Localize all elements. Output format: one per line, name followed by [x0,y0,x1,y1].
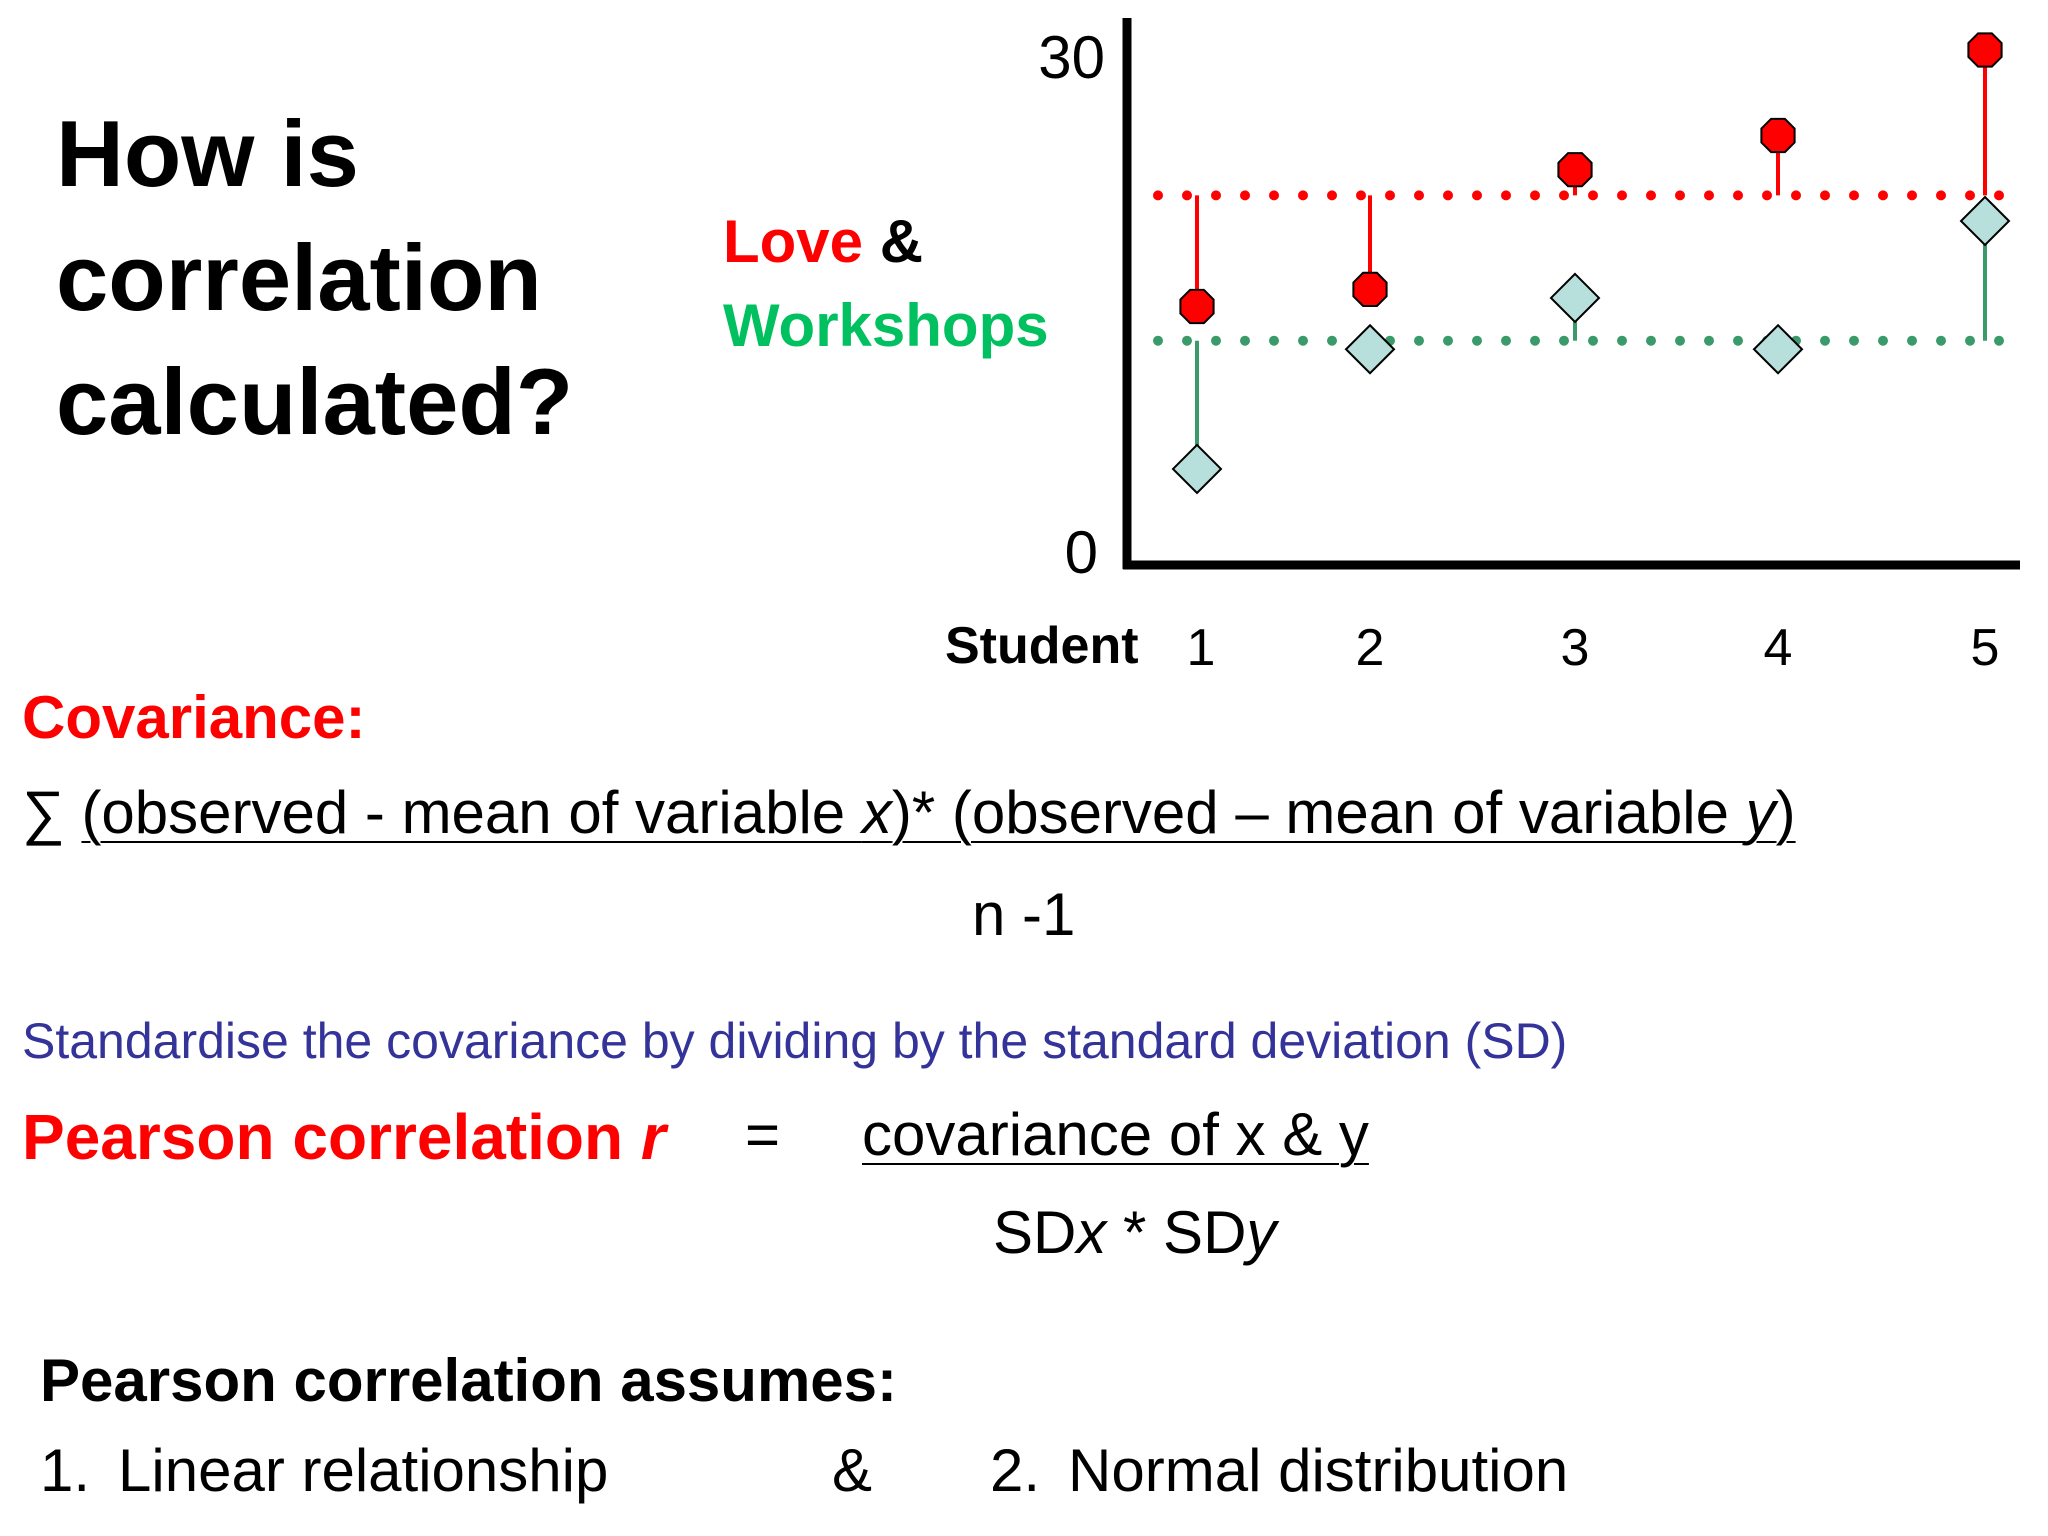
pearson-equals: = [745,1101,781,1168]
standardise-note: Standardise the covariance by dividing b… [22,1013,1568,1069]
y-tick-label: 30 [1038,24,1105,91]
x-tick-label: 1 [1187,619,1216,677]
chart-legend: Love & Workshops [723,200,1049,368]
assumption-2: 2. Normal distribution [990,1437,1569,1504]
workshops-point [1171,443,1223,495]
y-tick-label: 0 [1065,519,1098,586]
page-title: How is correlation calculated? [56,92,696,464]
scatter-chart: 0 30 1 2 3 4 5 [1038,18,2020,677]
assumptions-amp: & [832,1437,873,1504]
legend-amp: & [879,208,924,275]
pearson-numerator: covariance of x & y [862,1101,1369,1168]
title-line-3: calculated? [56,349,574,454]
pearson-denominator: SDx * SDy [993,1199,1277,1266]
assumption-1: 1. Linear relationship [40,1437,609,1504]
sigma-symbol: ∑ [22,779,65,846]
love-point [1557,152,1593,188]
legend-workshops: Workshops [723,292,1049,359]
covariance-formula: ∑ (observed - mean of variable x)* (obse… [22,778,1796,847]
title-line-2: correlation [56,225,542,330]
covariance-title: Covariance: [22,684,366,751]
x-tick-label: 3 [1561,619,1590,677]
workshops-point [1959,195,2011,247]
workshops-point [1344,323,1396,375]
love-point [1967,32,2003,68]
love-point [1760,117,1796,154]
x-tick-label: 5 [1971,619,2000,677]
x-tick-label: 2 [1356,619,1385,677]
pearson-label: Pearson correlation r [22,1101,666,1173]
x-tick-label: 4 [1764,619,1793,677]
title-line-1: How is [56,101,359,206]
workshops-point [1549,272,1601,324]
workshops-point [1752,323,1804,375]
x-axis-label: Student [945,617,1139,675]
pearson-r: r [640,1101,666,1173]
love-point [1352,271,1388,307]
love-point [1179,288,1215,325]
covariance-denominator: n -1 [972,881,1076,948]
legend-love: Love [723,208,864,275]
assumptions-title: Pearson correlation assumes: [40,1347,898,1414]
covariance-numerator: (observed - mean of variable x)* (observ… [81,779,1796,846]
